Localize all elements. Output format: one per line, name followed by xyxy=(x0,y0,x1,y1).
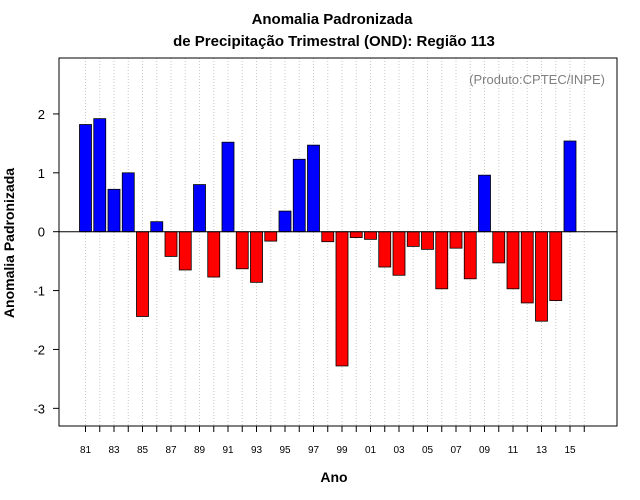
x-tick-label: 03 xyxy=(393,445,405,456)
bar-04 xyxy=(406,231,420,247)
x-tick-label: 13 xyxy=(536,445,548,456)
y-tick-label: 1 xyxy=(38,166,45,181)
x-axis: 81 83 85 87 89 91 93 95 97 99 01 03 05 07 09 11 13 15 xyxy=(80,426,585,456)
bar-01 xyxy=(364,231,377,240)
bar-85 xyxy=(136,231,149,317)
x-tick-label: 99 xyxy=(336,445,348,456)
x-tick-label: 91 xyxy=(222,445,234,456)
x-tick-label: 11 xyxy=(508,445,519,456)
y-axis-title: Anomalia Padronizada xyxy=(1,168,17,318)
plot-frame xyxy=(58,57,618,427)
credit-label: (Produto:CPTEC/INPE) xyxy=(469,72,605,87)
bar-97 xyxy=(307,144,320,233)
x-tick-label: 07 xyxy=(450,445,462,456)
bar-11 xyxy=(506,231,520,290)
bar-14 xyxy=(549,231,563,301)
bar-07 xyxy=(449,231,463,249)
y-tick-label: 0 xyxy=(38,225,45,240)
bar-91 xyxy=(221,141,235,233)
y-tick-label: 2 xyxy=(38,107,45,122)
y-axis: -3 -2 -1 0 1 2 xyxy=(33,107,59,416)
x-tick-label: 89 xyxy=(194,445,206,456)
bar-15 xyxy=(563,140,577,233)
chart-title-line2: de Precipitação Trimestral (OND): Região… xyxy=(173,33,495,50)
x-tick-label: 05 xyxy=(422,445,434,456)
bar-08 xyxy=(463,231,477,280)
bar-99 xyxy=(335,231,349,367)
bar-93 xyxy=(250,231,263,283)
bar-95 xyxy=(278,210,292,233)
bar-81 xyxy=(79,124,92,233)
bar-86 xyxy=(150,221,164,233)
y-tick-label: -2 xyxy=(33,342,45,357)
bar-92 xyxy=(235,231,249,270)
x-tick-label: 09 xyxy=(479,445,491,456)
bar-87 xyxy=(164,231,178,257)
bar-09 xyxy=(478,174,491,233)
x-tick-label: 97 xyxy=(308,445,320,456)
bar-84 xyxy=(121,172,135,233)
bar-13 xyxy=(535,231,548,322)
chart-title-line1: Anomalia Padronizada xyxy=(252,11,414,28)
x-axis-title: Ano xyxy=(320,469,347,485)
bar-02 xyxy=(378,231,392,268)
bar-98 xyxy=(321,231,335,243)
bar-83 xyxy=(107,188,121,233)
bar-96 xyxy=(292,158,306,233)
bar-82 xyxy=(93,118,107,233)
x-tick-label: 95 xyxy=(279,445,291,456)
x-tick-label: 93 xyxy=(251,445,263,456)
x-tick-label: 85 xyxy=(137,445,149,456)
x-tick-label: 81 xyxy=(80,445,92,456)
x-tick-label: 83 xyxy=(108,445,120,456)
bar-03 xyxy=(392,231,406,276)
bar-05 xyxy=(421,231,434,250)
bar-90 xyxy=(207,231,221,278)
bar-06 xyxy=(435,231,449,290)
y-tick-label: -1 xyxy=(33,284,45,299)
bar-00 xyxy=(349,231,363,238)
bar-88 xyxy=(178,231,192,271)
x-tick-label: 87 xyxy=(165,445,177,456)
bar-12 xyxy=(520,231,534,304)
x-tick-label: 15 xyxy=(564,445,576,456)
y-tick-label: -3 xyxy=(33,401,45,416)
bar-89 xyxy=(193,184,206,233)
bars-group xyxy=(79,118,577,367)
bar-10 xyxy=(492,231,506,264)
bar-94 xyxy=(264,231,278,242)
x-tick-label: 01 xyxy=(365,445,377,456)
